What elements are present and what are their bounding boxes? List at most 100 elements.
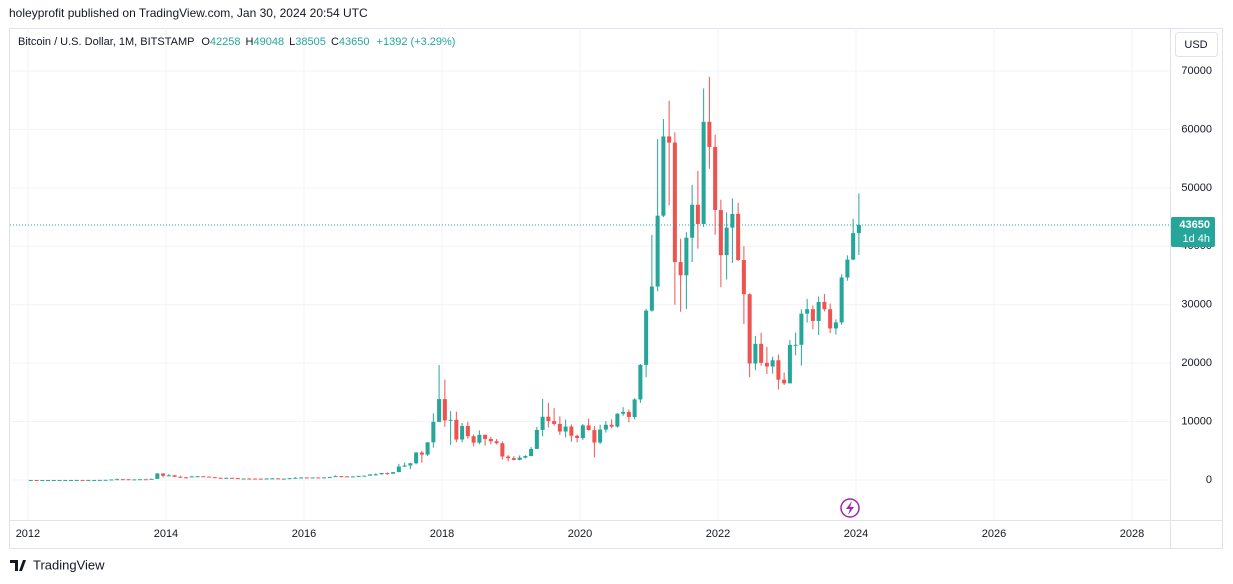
y-tick-label: 0 (1206, 474, 1212, 486)
candle-body (350, 476, 355, 478)
candle-body (92, 479, 97, 481)
candle-body (74, 479, 79, 481)
candle-body (845, 259, 850, 278)
candle-body (264, 478, 269, 480)
candle-body (626, 411, 631, 418)
candle-body (362, 475, 367, 477)
candle-body (195, 476, 200, 478)
candle-body (241, 478, 246, 480)
candle-body (603, 424, 608, 430)
candle-body (707, 121, 712, 147)
candle-body (672, 142, 677, 263)
candle-body (805, 309, 810, 314)
currency-label[interactable]: USD (1184, 39, 1207, 51)
candle-body (201, 476, 206, 478)
y-tick-label: 30000 (1181, 299, 1212, 311)
candle-body (632, 399, 637, 418)
candle-body (34, 479, 39, 481)
candle-body (586, 425, 591, 431)
x-tick-label: 2014 (154, 528, 178, 540)
last-price-label: 43650 (1179, 219, 1210, 231)
ohlc-value: 42258 (210, 36, 241, 48)
candles (10, 76, 1170, 481)
change: +1392 (+3.29%) (377, 36, 456, 48)
candle-body (184, 477, 189, 479)
candle-body (529, 448, 534, 457)
ohlc-value: 49048 (254, 36, 285, 48)
x-tick-label: 2012 (16, 528, 40, 540)
candle-body (143, 479, 148, 481)
footer-logo: TradingView (10, 557, 105, 572)
candle-body (379, 473, 384, 475)
candle-body (483, 434, 488, 439)
candle-body (753, 343, 758, 364)
candle-body (655, 215, 660, 287)
candle-body (86, 479, 91, 481)
candle-body (523, 456, 528, 458)
x-tick-label: 2026 (982, 528, 1006, 540)
candle-body (51, 479, 56, 481)
ohlc-value: 43650 (339, 36, 370, 48)
candle-body (500, 443, 505, 457)
candle-body (678, 262, 683, 276)
candle-body (517, 457, 522, 460)
candle-body (598, 429, 603, 443)
candle-body (109, 479, 114, 481)
candle-body (63, 479, 68, 481)
candle-body (304, 477, 309, 479)
candle-body (810, 309, 815, 321)
candle-body (46, 479, 51, 481)
candle-body (770, 360, 775, 367)
candle-body (345, 476, 350, 478)
candle-body (425, 442, 430, 455)
ohlc-label: L (289, 36, 295, 48)
candle-body (333, 476, 338, 478)
candle-body (247, 478, 252, 480)
candle-body (667, 136, 672, 143)
candle-body (736, 213, 741, 261)
events-icon[interactable] (840, 498, 860, 518)
candle-body (442, 399, 447, 421)
candle-body (293, 477, 298, 479)
candle-body (132, 479, 137, 481)
candle-body (396, 466, 401, 473)
y-tick-label: 10000 (1181, 415, 1212, 427)
candle-body (782, 379, 787, 384)
candle-body (592, 430, 597, 443)
candle-body (172, 475, 177, 477)
candle-body (166, 475, 171, 477)
candle-body (155, 473, 160, 479)
candle-body (431, 421, 436, 443)
candle-body (724, 227, 729, 256)
candle-body (28, 479, 33, 481)
last-price-tag (1171, 216, 1215, 247)
candle-body (511, 458, 516, 460)
candle-body (477, 434, 482, 443)
y-tick-label: 60000 (1181, 123, 1212, 135)
candle-body (339, 476, 344, 478)
candle-body (506, 456, 511, 459)
candle-body (235, 478, 240, 480)
candle-body (368, 474, 373, 476)
axes: 0100002000030000400005000060000700002012… (16, 65, 1215, 540)
candle-body (454, 419, 459, 440)
candle-body (534, 429, 539, 449)
candle-body (218, 477, 223, 479)
currency-button[interactable] (1175, 32, 1218, 57)
candle-body (661, 136, 666, 216)
candle-body (253, 478, 258, 480)
logo-mark (10, 560, 26, 571)
candle-body (460, 426, 465, 440)
candle-body (494, 441, 499, 444)
candle-body (120, 479, 125, 481)
candle-body (69, 479, 74, 481)
footer-brand: TradingView (33, 557, 105, 572)
countdown-label: 1d 4h (1182, 233, 1210, 245)
x-tick-label: 2022 (706, 528, 730, 540)
x-tick-label: 2020 (568, 528, 592, 540)
candle-body (621, 411, 626, 414)
candle-body (638, 364, 643, 400)
candle-body (230, 477, 235, 479)
candle-body (822, 301, 827, 310)
candle-body (575, 435, 580, 438)
